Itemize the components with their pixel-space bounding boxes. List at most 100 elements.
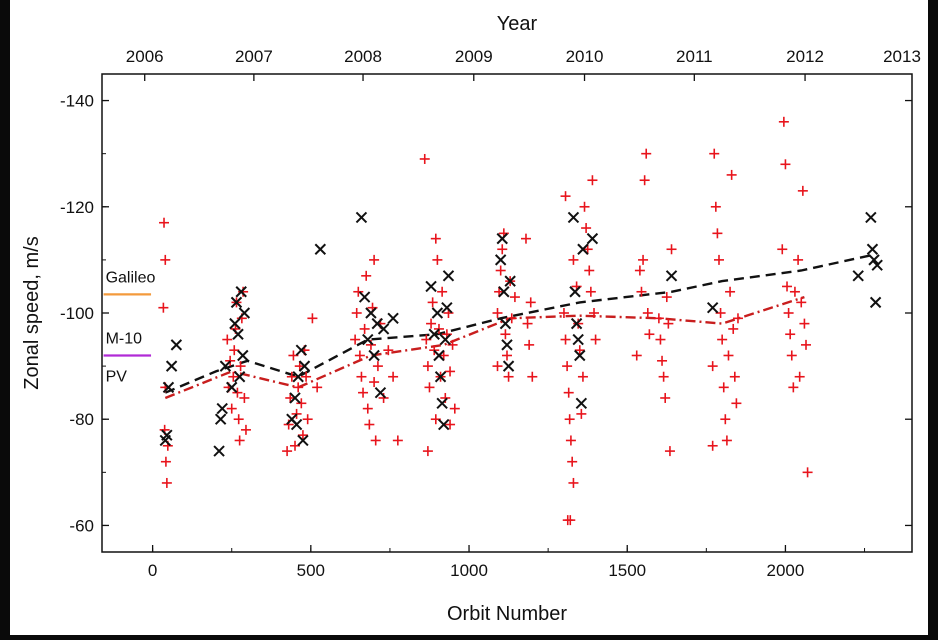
- plus-marker: [657, 355, 668, 366]
- cross-marker: [494, 254, 507, 266]
- plus-marker: [351, 308, 362, 318]
- plus-marker: [424, 382, 435, 393]
- plus-marker: [653, 313, 664, 324]
- cross-marker: [355, 211, 368, 224]
- plus-marker: [707, 440, 718, 451]
- cross-marker: [865, 211, 877, 224]
- x-axis-label: Orbit Number: [447, 603, 567, 625]
- plus-marker: [447, 339, 458, 350]
- cross-marker: [214, 413, 227, 425]
- cross-marker: [377, 323, 390, 335]
- plus-marker: [796, 297, 807, 308]
- plus-marker: [492, 308, 503, 318]
- plus-marker: [726, 169, 737, 180]
- plus-marker: [579, 201, 590, 212]
- plus-marker: [520, 233, 531, 244]
- plus-marker: [362, 403, 373, 414]
- plus-marker: [369, 377, 380, 388]
- year-tick-label: 2009: [455, 47, 493, 66]
- plus-marker: [558, 308, 569, 318]
- trend-line-layer: [164, 253, 875, 400]
- reference-label: M-10: [106, 330, 143, 347]
- plus-marker: [777, 244, 788, 255]
- plus-marker: [350, 334, 361, 345]
- plus-marker: [383, 345, 394, 356]
- year-tick-label: 2012: [786, 47, 824, 66]
- cross-marker: [216, 402, 228, 415]
- plus-marker: [370, 435, 381, 446]
- cross-marker: [229, 317, 241, 330]
- plus-marker: [638, 254, 649, 265]
- cross-marker: [499, 317, 512, 330]
- x-tick-label: 1500: [608, 561, 646, 580]
- plus-marker: [522, 318, 533, 329]
- plus-marker: [502, 350, 512, 361]
- cross-marker: [295, 344, 308, 356]
- y-tick-label: -140: [60, 92, 94, 111]
- trend-line-dashed: [164, 253, 875, 394]
- plus-marker: [429, 345, 440, 356]
- cross-marker: [665, 270, 678, 282]
- plus-marker: [567, 456, 578, 467]
- year-tick-label: 2010: [566, 47, 604, 66]
- cross-marker: [871, 259, 883, 271]
- plus-marker: [797, 185, 808, 196]
- plus-marker: [707, 361, 718, 372]
- year-tick-label: 2007: [235, 47, 273, 66]
- plus-marker: [644, 329, 655, 340]
- cross-marker: [567, 211, 580, 224]
- plus-marker: [666, 244, 677, 255]
- plus-marker: [563, 387, 574, 398]
- plus-marker: [562, 361, 573, 372]
- cross-marker: [436, 397, 448, 409]
- plus-marker: [291, 408, 302, 419]
- plus-marker: [524, 339, 535, 350]
- x-tick-label: 500: [297, 561, 325, 580]
- cross-marker: [434, 371, 447, 383]
- plus-marker: [655, 334, 666, 345]
- plus-marker: [422, 446, 433, 457]
- plus-marker: [639, 175, 650, 186]
- plus-marker: [445, 419, 456, 430]
- y-tick-label: -120: [60, 198, 94, 217]
- cross-marker: [501, 339, 513, 351]
- cross-marker: [237, 349, 249, 362]
- cross-marker: [852, 270, 864, 282]
- x-tick-label: 1000: [450, 561, 488, 580]
- year-tick-label: 2011: [676, 47, 713, 66]
- cross-marker: [162, 381, 175, 394]
- cross-marker: [868, 254, 880, 266]
- plus-marker: [497, 244, 508, 255]
- plus-marker: [789, 286, 800, 297]
- cross-marker: [706, 301, 719, 314]
- cross-marker: [238, 307, 251, 319]
- y-axis-label: Zonal speed, m/s: [21, 236, 43, 389]
- cross-marker: [425, 280, 437, 293]
- plus-marker: [799, 318, 810, 329]
- plus-marker: [731, 398, 742, 409]
- plus-marker: [449, 403, 460, 414]
- plus-marker: [235, 361, 246, 372]
- cross-marker: [504, 275, 516, 287]
- plus-marker: [574, 345, 585, 356]
- plus-marker: [492, 361, 503, 372]
- plus-marker: [372, 361, 383, 372]
- plus-marker: [500, 329, 511, 340]
- plot-frame-layer: [101, 73, 913, 553]
- cross-marker: [170, 339, 183, 351]
- plus-marker: [358, 387, 369, 398]
- plus-marker: [560, 191, 571, 202]
- plus-marker: [509, 292, 520, 303]
- plus-marker: [636, 286, 647, 297]
- plus-marker: [301, 371, 312, 382]
- plus-marker: [732, 313, 743, 324]
- cross-marker: [574, 349, 586, 362]
- plus-marker: [361, 270, 372, 281]
- cross-marker: [230, 296, 243, 309]
- cross-marker: [438, 418, 450, 431]
- plus-marker: [445, 366, 456, 377]
- plus-marker: [631, 350, 642, 361]
- cross-marker: [869, 296, 882, 309]
- plus-marker: [228, 371, 239, 382]
